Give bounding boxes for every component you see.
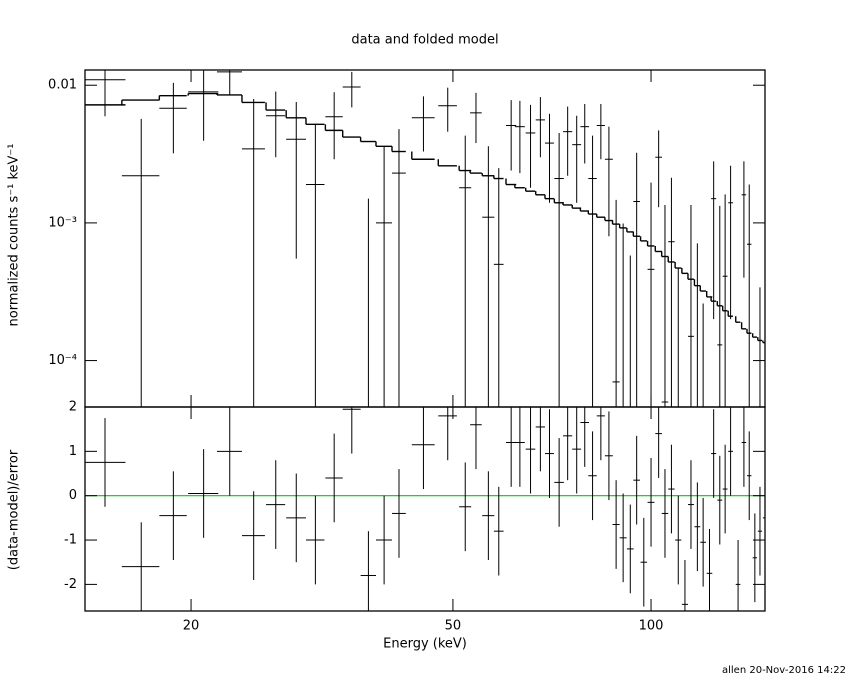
x-tick-label: 100 [639,619,664,634]
residual-y-tick-label: 1 [69,444,77,459]
residual-frame [84,406,766,612]
chart-title: data and folded model [351,33,498,48]
residual-y-tick-label: 0 [69,488,77,503]
y-tick-label: 0.01 [48,78,77,93]
y-tick-label: 10⁻³ [48,215,77,230]
residual-panel [85,407,765,611]
model-risers [121,93,764,343]
residual-y-tick-label: 2 [69,400,77,415]
residual-y-axis-label: (data-model)/error [7,449,22,570]
footer: allen 20-Nov-2016 14:22 [722,665,846,676]
x-tick-label: 50 [445,619,462,634]
residual-y-tick-label: -1 [64,533,77,548]
spectrum-frame [84,69,766,408]
x-axis-label: Energy (keV) [383,637,467,652]
residual-y-tick-label: -2 [64,577,77,592]
y-axis-label: normalized counts s⁻¹ keV⁻¹ [7,144,22,327]
spectrum-panel [85,70,765,407]
x-tick-label: 20 [183,619,200,634]
y-tick-label: 10⁻⁴ [48,353,77,368]
